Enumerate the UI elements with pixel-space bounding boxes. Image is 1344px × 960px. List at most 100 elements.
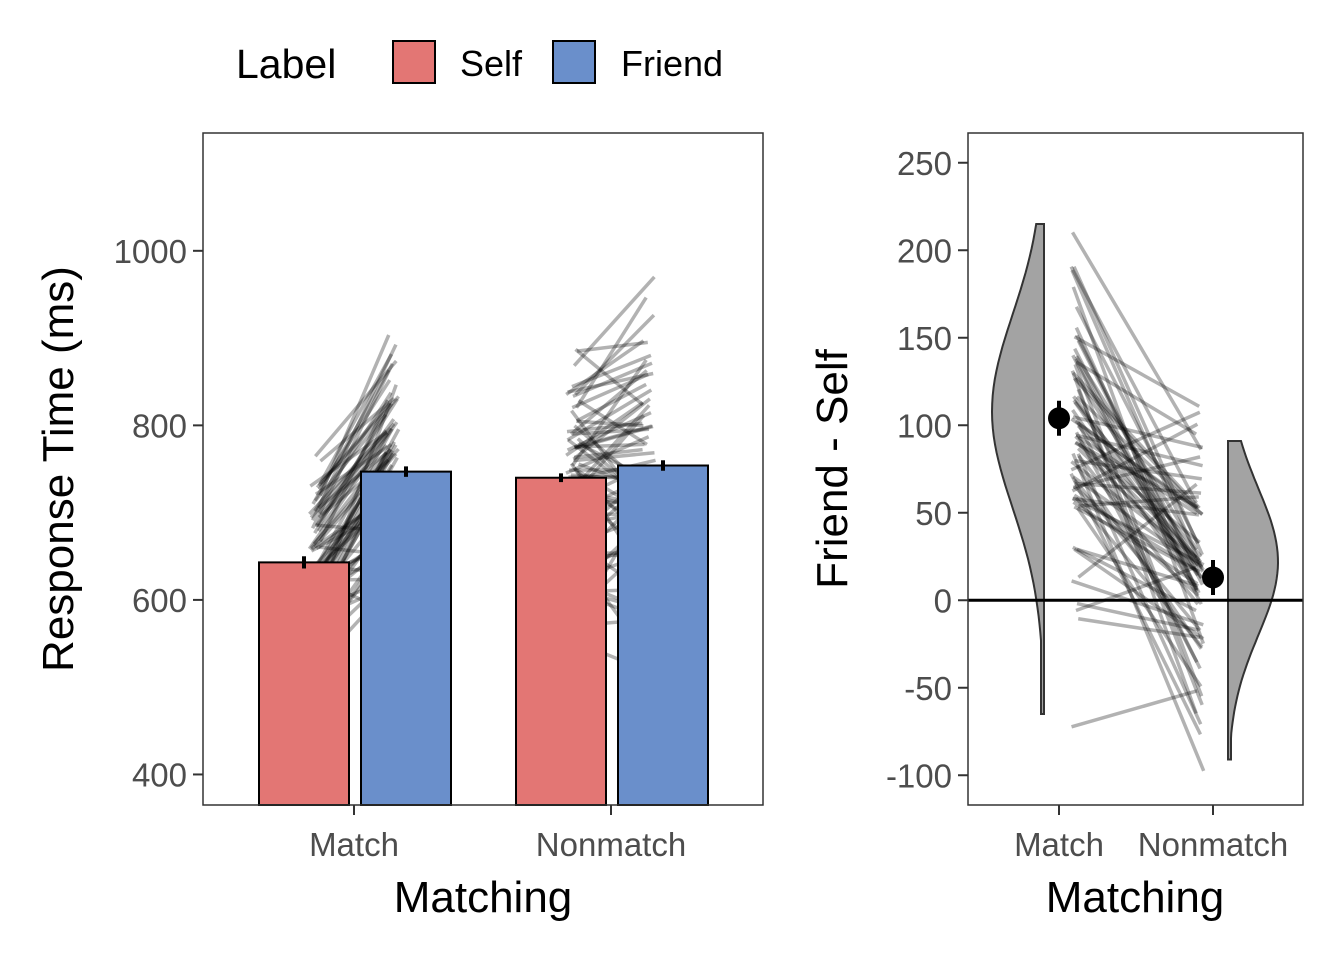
participant-diff-line bbox=[1074, 481, 1202, 495]
legend-label-self: Self bbox=[460, 43, 523, 84]
participant-diff-line bbox=[1074, 376, 1205, 571]
left-panel: 400 600 800 1000 Match Nonmatch Matching Res… bbox=[34, 132, 764, 922]
bar-self-nonmatch bbox=[515, 476, 607, 806]
participant-line bbox=[578, 404, 651, 484]
participant-diff-line bbox=[1074, 458, 1203, 481]
left-y-axis: 400 600 800 1000 bbox=[114, 233, 203, 793]
y-tick-label: 1000 bbox=[114, 233, 187, 270]
participant-line bbox=[319, 397, 396, 463]
participant-diff-line bbox=[1077, 435, 1198, 516]
participant-diff-line bbox=[1071, 231, 1203, 451]
y-tick-label: 0 bbox=[934, 582, 952, 619]
participant-diff-line bbox=[1072, 415, 1204, 450]
y-tick-label: 800 bbox=[132, 407, 187, 444]
participant-line bbox=[318, 353, 394, 485]
participant-diff-line bbox=[1071, 286, 1206, 645]
participant-line bbox=[317, 379, 392, 491]
participant-diff-line bbox=[1074, 431, 1199, 664]
y-tick-label: -50 bbox=[904, 670, 952, 707]
participant-diff-line bbox=[1076, 453, 1203, 725]
participant-line bbox=[567, 371, 654, 394]
participant-diff-line bbox=[1069, 472, 1203, 736]
participant-line bbox=[573, 458, 656, 482]
right-y-axis-title: Friend - Self bbox=[808, 348, 857, 588]
participant-line bbox=[577, 399, 648, 446]
participant-diff-line bbox=[1070, 269, 1203, 568]
participant-line bbox=[574, 313, 656, 396]
participant-line bbox=[317, 402, 392, 487]
participant-diff-line bbox=[1074, 357, 1199, 591]
participant-line bbox=[573, 447, 643, 460]
participant-diff-line bbox=[1072, 485, 1200, 597]
participant-diff-line bbox=[1070, 417, 1198, 510]
right-panel: -100 -50 0 50 100 150 200 250 Match Nonmatch Mat… bbox=[808, 132, 1304, 922]
participant-diff-line bbox=[1073, 505, 1201, 574]
participant-diff-line bbox=[1070, 370, 1198, 714]
participant-line bbox=[569, 369, 648, 436]
participant-line bbox=[576, 419, 644, 428]
participant-line bbox=[566, 411, 652, 452]
participant-diff-line bbox=[1073, 493, 1199, 573]
participant-diff-line bbox=[1072, 475, 1200, 567]
participant-diff-line bbox=[1071, 496, 1205, 567]
bar-friend-match bbox=[360, 470, 452, 806]
participant-diff-line bbox=[1072, 399, 1203, 558]
y-tick-label: 200 bbox=[897, 232, 952, 269]
y-tick-label: -100 bbox=[886, 757, 952, 794]
participant-line bbox=[312, 447, 400, 545]
participant-diff-line bbox=[1070, 460, 1198, 559]
participant-line bbox=[314, 443, 393, 496]
participant-line bbox=[309, 450, 388, 550]
participant-diff-line bbox=[1071, 422, 1199, 493]
participant-line bbox=[318, 334, 391, 497]
participant-diff-line bbox=[1072, 395, 1205, 573]
participant-line bbox=[310, 427, 394, 576]
participant-diff-line bbox=[1072, 500, 1199, 586]
legend-swatch-self bbox=[392, 40, 436, 84]
right-x-axis-title: Matching bbox=[1046, 873, 1225, 922]
x-tick-label: Match bbox=[1014, 826, 1104, 863]
participant-diff-line bbox=[1073, 335, 1201, 408]
y-tick-label: 100 bbox=[897, 407, 952, 444]
participant-line bbox=[574, 442, 645, 449]
legend-title: Label bbox=[236, 41, 336, 87]
participant-diff-line bbox=[1077, 482, 1198, 579]
participant-line bbox=[311, 449, 394, 574]
participant-line bbox=[570, 358, 648, 467]
participant-diff-line bbox=[1071, 452, 1206, 772]
participant-diff-line bbox=[1069, 265, 1198, 504]
participant-line bbox=[313, 413, 388, 502]
participant-diff-line bbox=[1076, 421, 1202, 670]
legend-label-friend: Friend bbox=[621, 43, 723, 84]
left-bars bbox=[258, 464, 709, 807]
left-panel-border bbox=[202, 132, 764, 806]
legend: Label Self Friend bbox=[236, 40, 723, 87]
participant-line bbox=[317, 458, 390, 519]
participant-diff-line bbox=[1075, 360, 1198, 436]
participant-diff-line bbox=[1077, 617, 1201, 640]
participant-line bbox=[319, 443, 388, 516]
left-error-bars bbox=[302, 460, 665, 569]
y-tick-label: 250 bbox=[897, 145, 952, 182]
participant-line bbox=[316, 441, 396, 580]
participant-diff-line bbox=[1074, 355, 1199, 551]
participant-line bbox=[309, 429, 388, 519]
participant-diff-line bbox=[1076, 547, 1199, 588]
x-tick-label: Nonmatch bbox=[1138, 826, 1288, 863]
participant-diff-line bbox=[1075, 433, 1203, 468]
participant-diff-line bbox=[1071, 354, 1203, 605]
participant-diff-line bbox=[1074, 440, 1201, 544]
participant-diff-line bbox=[1076, 447, 1204, 570]
participant-line bbox=[310, 362, 394, 529]
x-tick-label: Nonmatch bbox=[536, 826, 686, 863]
participant-line bbox=[571, 372, 649, 410]
participant-diff-line bbox=[1075, 565, 1197, 613]
violin-match bbox=[990, 223, 1045, 715]
participant-line bbox=[572, 427, 650, 436]
participant-diff-line bbox=[1072, 265, 1204, 556]
participant-line bbox=[574, 348, 644, 407]
participant-diff-line bbox=[1073, 401, 1200, 577]
participant-line bbox=[572, 397, 651, 461]
participant-line bbox=[575, 296, 648, 409]
x-tick-label: Match bbox=[309, 826, 399, 863]
